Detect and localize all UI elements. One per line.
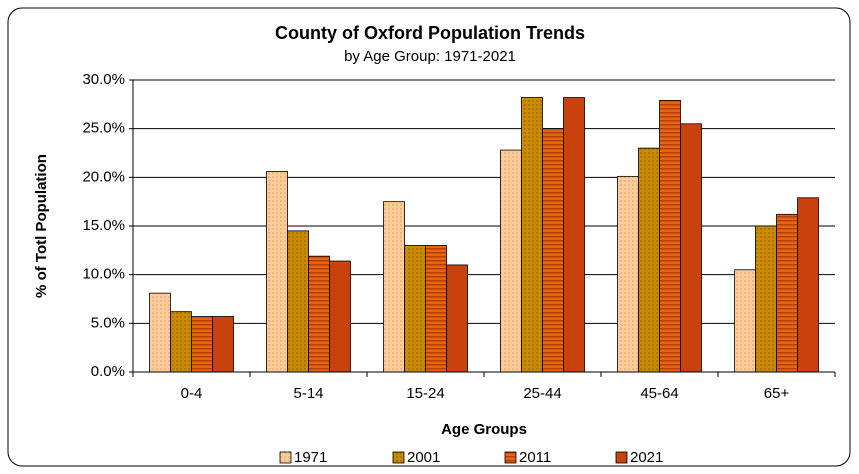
- bar: [329, 260, 351, 373]
- bar: [659, 100, 681, 373]
- bar: [383, 201, 405, 373]
- chart-subtitle: by Age Group: 1971-2021: [344, 48, 516, 65]
- bar: [680, 123, 702, 373]
- bar: [755, 225, 777, 373]
- legend-label: 2011: [519, 449, 551, 466]
- bar: [191, 316, 213, 373]
- bar: [776, 213, 798, 373]
- bar: [446, 264, 468, 373]
- y-tick-label: 15.0%: [82, 217, 125, 234]
- y-tick-label: 10.0%: [82, 266, 125, 283]
- bar: [521, 97, 543, 373]
- x-tick-label: 15-24: [406, 385, 444, 402]
- bar: [149, 292, 171, 373]
- bar: [287, 230, 309, 373]
- bar: [425, 245, 447, 373]
- bar: [797, 197, 819, 373]
- legend-swatch: [615, 451, 628, 464]
- x-tick-label: 5-14: [293, 385, 323, 402]
- y-tick-label: 0.0%: [91, 363, 125, 380]
- x-axis-label: Age Groups: [441, 421, 527, 438]
- x-tick-label: 45-64: [640, 385, 678, 402]
- bar: [404, 245, 426, 373]
- chart-title: County of Oxford Population Trends: [275, 23, 585, 43]
- legend-swatch: [504, 451, 517, 464]
- y-tick-label: 20.0%: [82, 168, 125, 185]
- bar: [500, 149, 522, 373]
- bar: [212, 316, 234, 373]
- y-tick-label: 5.0%: [91, 314, 125, 331]
- bar: [734, 269, 756, 373]
- bar: [308, 255, 330, 373]
- legend-swatch: [279, 451, 292, 464]
- bar: [638, 147, 660, 373]
- y-axis-label: % of Totl Population: [33, 154, 50, 298]
- x-tick-label: 25-44: [523, 385, 561, 402]
- legend-label: 2001: [407, 449, 440, 466]
- bar: [542, 128, 564, 373]
- legend-label: 1971: [294, 449, 327, 466]
- x-tick-label: 0-4: [181, 385, 203, 402]
- y-tick-label: 30.0%: [82, 71, 125, 88]
- bar: [617, 175, 639, 373]
- y-tick-label: 25.0%: [82, 120, 125, 137]
- bar: [266, 171, 288, 373]
- x-tick-label: 65+: [764, 385, 790, 402]
- legend-label: 2021: [630, 449, 663, 466]
- legend-swatch: [392, 451, 405, 464]
- bar: [563, 97, 585, 373]
- bar: [170, 311, 192, 373]
